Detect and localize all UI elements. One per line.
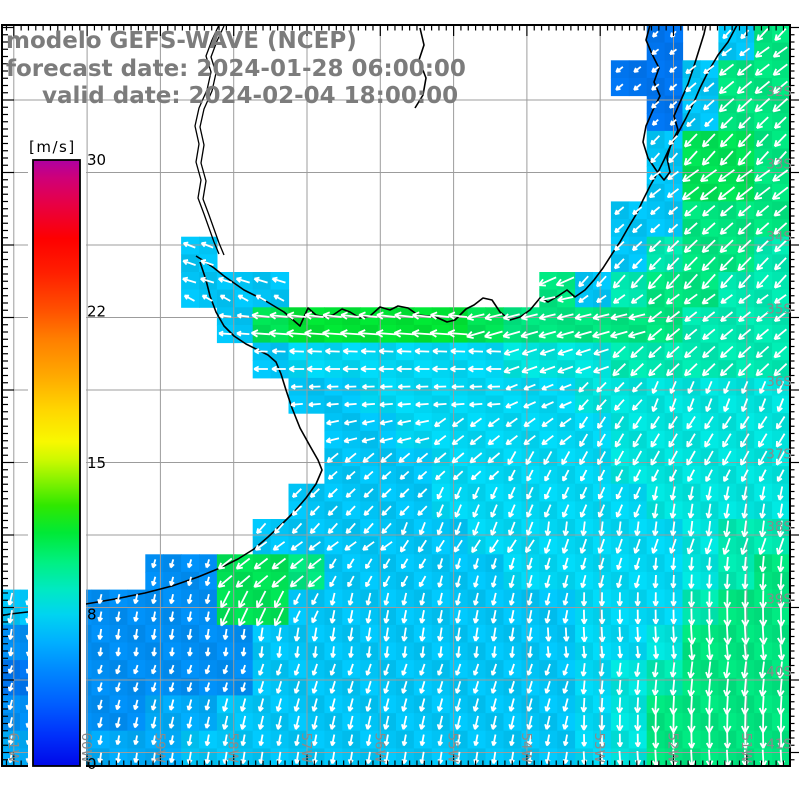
lat-label: 32S — [766, 84, 792, 100]
lat-label: 40S — [766, 664, 792, 680]
lon-label: 59W — [151, 732, 167, 763]
plot-frame — [1, 24, 791, 767]
colorbar-tick-label: 8 — [87, 606, 97, 624]
lon-label: 56W — [371, 732, 387, 763]
lon-label: 53W — [591, 732, 607, 763]
lon-label: 60W — [78, 732, 94, 763]
lon-label: 52W — [665, 732, 681, 763]
lat-label: 38S — [766, 519, 792, 535]
colorbar-tick-label: 22 — [87, 303, 106, 321]
lon-label: 55W — [445, 732, 461, 763]
colorbar-unit-label: [m/s] — [29, 138, 76, 156]
lon-label: 51W — [738, 732, 754, 763]
lon-label: 54W — [518, 732, 534, 763]
colorbar: [m/s] 30 22 15 8 0 — [28, 138, 106, 774]
lon-label: 61W — [5, 732, 21, 763]
lat-label: 41S — [766, 737, 792, 753]
lon-label: 57W — [298, 732, 314, 763]
lat-label: 39S — [766, 592, 792, 608]
colorbar-tick-label: 15 — [87, 454, 106, 472]
wind-arrows — [7, 27, 789, 766]
colorbar-tick-label: 0 — [87, 755, 97, 773]
axis-labels: 32S 33S 34S 35S 36S 37S 38S 39S 40S 41S 61W 60W 59W 5… — [5, 84, 792, 763]
lat-label: 35S — [766, 302, 792, 318]
graticule — [2, 25, 790, 766]
coastline — [2, 25, 738, 617]
lat-label: 34S — [766, 229, 792, 245]
colorbar-gradient — [32, 159, 81, 767]
colorbar-tick-label: 30 — [87, 151, 106, 169]
lat-label: 37S — [766, 447, 792, 463]
lon-label: 58W — [225, 732, 241, 763]
lat-label: 33S — [766, 157, 792, 173]
lat-label: 36S — [766, 374, 792, 390]
